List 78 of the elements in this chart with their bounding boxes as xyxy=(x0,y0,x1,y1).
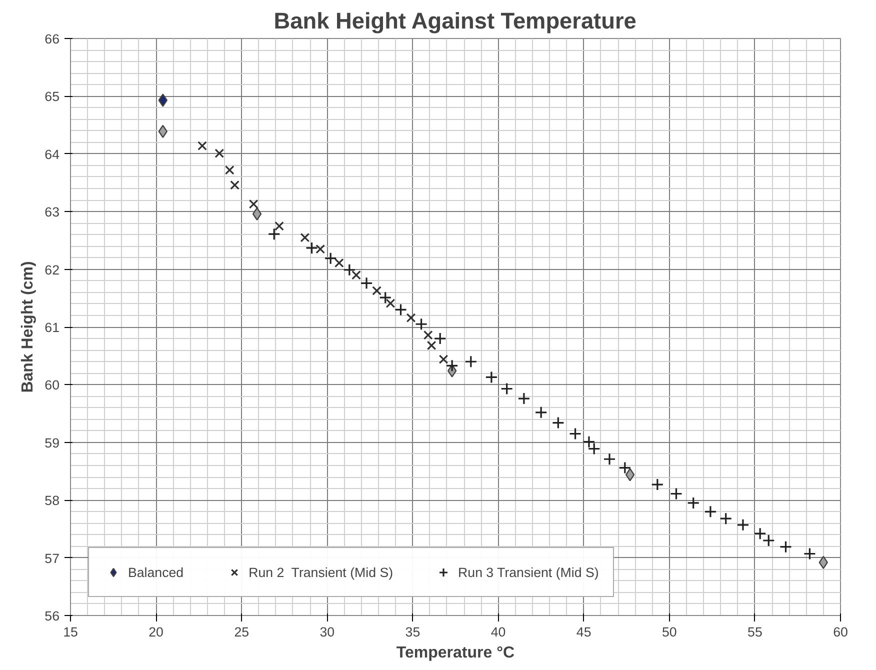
x-tick-label: 40 xyxy=(490,624,506,640)
x-axis-title: Temperature °C xyxy=(396,644,516,662)
y-tick-label: 64 xyxy=(44,146,60,162)
point xyxy=(379,291,392,304)
point xyxy=(224,165,234,175)
point xyxy=(618,461,632,474)
point xyxy=(720,512,732,525)
point xyxy=(687,496,700,510)
point xyxy=(434,332,446,345)
point xyxy=(316,244,326,254)
point xyxy=(464,355,478,368)
y-tick-label: 66 xyxy=(44,32,60,46)
point xyxy=(651,478,664,491)
point xyxy=(779,540,792,554)
x-tick-label: 30 xyxy=(320,624,335,640)
point xyxy=(360,276,373,290)
x-tick-label: 25 xyxy=(234,624,250,640)
y-tick-label: 58 xyxy=(44,493,60,508)
x-tick-label: 55 xyxy=(748,624,762,640)
point xyxy=(625,468,635,482)
point xyxy=(803,547,816,560)
point xyxy=(406,313,416,322)
point xyxy=(268,228,280,240)
y-tick-label: 57 xyxy=(44,550,60,566)
point xyxy=(334,258,344,268)
point xyxy=(582,436,596,448)
point xyxy=(518,392,530,405)
x-tick-label: 35 xyxy=(405,624,420,640)
point xyxy=(426,340,436,350)
y-tick-label: 61 xyxy=(44,320,60,335)
point xyxy=(736,518,750,532)
point xyxy=(158,94,168,107)
y-axis-title: Bank Height (cm) xyxy=(20,261,37,393)
point xyxy=(324,252,337,265)
point xyxy=(762,534,775,547)
point xyxy=(372,286,382,296)
y-tick-label: 62 xyxy=(44,262,60,278)
legend-label: Run 2 Transient (Mid S) xyxy=(248,564,394,580)
point xyxy=(305,242,318,254)
y-tick-label: 65 xyxy=(44,89,60,104)
y-tick-label: 56 xyxy=(44,608,60,624)
point xyxy=(248,199,258,209)
point xyxy=(352,270,361,280)
point xyxy=(603,452,616,466)
point xyxy=(552,416,564,430)
x-tick-label: 15 xyxy=(63,624,78,640)
point xyxy=(485,370,498,384)
legend-label: Balanced xyxy=(128,564,184,580)
point xyxy=(568,427,582,440)
point xyxy=(438,354,448,364)
x-tick-label: 45 xyxy=(576,624,592,640)
point xyxy=(300,232,310,242)
x-tick-label: 20 xyxy=(148,624,164,640)
point xyxy=(446,359,458,372)
point xyxy=(158,124,168,138)
point xyxy=(274,221,284,231)
legend-label: Run 3 Transient (Mid S) xyxy=(458,564,599,580)
point xyxy=(588,442,600,456)
point xyxy=(423,330,433,340)
point xyxy=(343,264,356,276)
point xyxy=(414,318,428,330)
point xyxy=(394,303,408,316)
chart-title: Bank Height Against Temperature xyxy=(274,8,636,34)
point xyxy=(386,298,396,308)
point xyxy=(230,180,240,190)
point xyxy=(534,406,548,419)
point xyxy=(252,207,262,221)
point xyxy=(704,505,717,518)
point xyxy=(500,382,514,396)
x-tick-label: 60 xyxy=(833,624,848,640)
y-tick-label: 63 xyxy=(44,204,60,220)
point xyxy=(214,148,224,158)
x-tick-label: 50 xyxy=(662,624,677,640)
point xyxy=(754,527,766,540)
y-tick-label: 60 xyxy=(44,378,60,393)
y-tick-label: 59 xyxy=(44,435,60,450)
point xyxy=(670,487,683,500)
point xyxy=(198,141,207,151)
